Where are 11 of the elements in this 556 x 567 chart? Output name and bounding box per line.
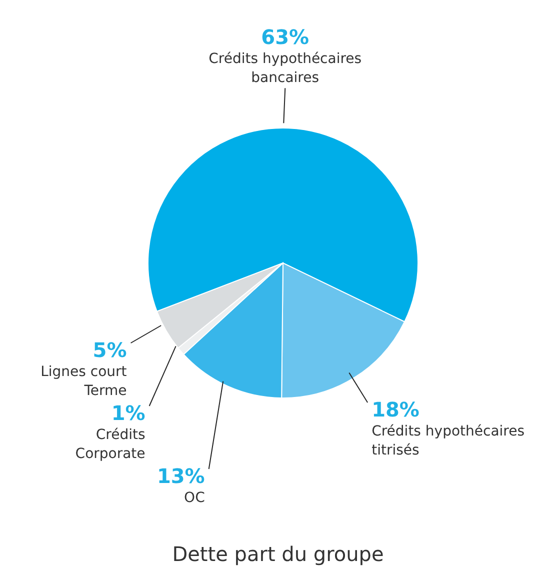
data-label: 5% <box>92 338 127 362</box>
slice-label: Crédits hypothécaires bancaires <box>208 51 362 86</box>
slice-label: Crédits hypothécaires titrisés <box>372 423 525 458</box>
data-label: 13% <box>156 464 205 488</box>
slice-label: OC <box>184 490 206 506</box>
slice-label: Lignes court Terme <box>40 364 128 399</box>
data-label: 63% <box>261 25 310 50</box>
data-label: 1% <box>111 401 146 425</box>
text: Dette part du groupe <box>171 542 385 566</box>
slice-label: Crédits Corporate <box>75 427 146 462</box>
data-label: 18% <box>372 397 420 422</box>
